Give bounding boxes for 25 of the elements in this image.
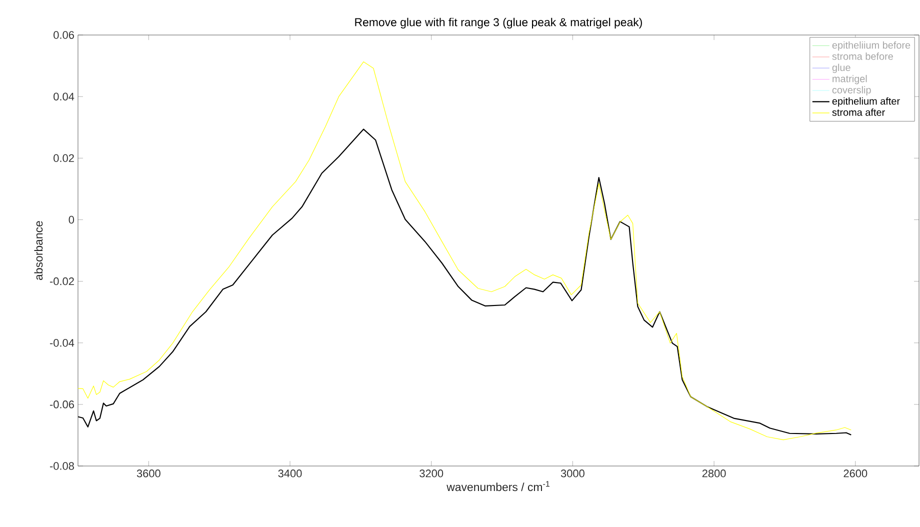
legend-label: stroma after (832, 108, 885, 116)
x-tick-label: 2600 (844, 470, 868, 478)
legend-label: glue (832, 64, 850, 74)
y-tick-label: -0.08 (50, 462, 74, 470)
legend-label: coverslip (832, 86, 871, 96)
y-tick-label: 0 (68, 216, 74, 224)
x-axis-title: wavenumbers / cm$^{-1}$ (446, 481, 550, 492)
y-tick-label: 0.02 (54, 154, 74, 162)
y-tick-label: -0.06 (50, 400, 74, 408)
x-tick-label: 2800 (702, 470, 726, 478)
x-tick-label: 3400 (278, 470, 302, 478)
y-axis-title: absorbance (34, 221, 43, 280)
x-tick-label: 3200 (420, 470, 444, 478)
chart-title: Remove glue with fit range 3 (glue peak & matrigel peak) (355, 18, 642, 29)
y-tick-label: -0.04 (50, 338, 74, 347)
y-tick-label: 0.04 (54, 92, 74, 100)
legend-label: epitheliium before (832, 41, 910, 51)
x-tick-label: 3600 (136, 470, 160, 478)
legend-label: epithelium after (832, 97, 900, 107)
legend-label: stroma before (832, 52, 893, 60)
x-tick-label: 3000 (560, 470, 584, 478)
y-tick-label: -0.02 (50, 277, 74, 286)
legend-label: matrigel (832, 74, 867, 84)
y-tick-label: 0.06 (54, 31, 74, 39)
line-series (78, 128, 852, 436)
